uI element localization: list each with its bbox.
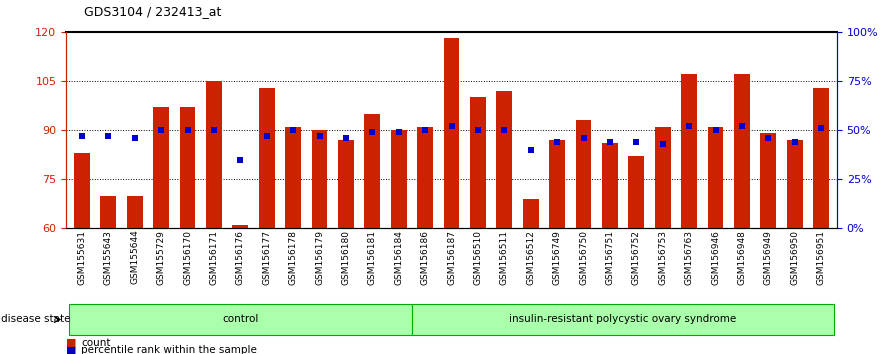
Point	[708, 127, 722, 133]
Bar	[470, 97, 485, 228]
Bar	[100, 196, 116, 228]
Point	[366, 129, 380, 135]
Bar	[74, 153, 90, 228]
Point	[392, 129, 406, 135]
Bar	[734, 74, 750, 228]
Bar	[655, 127, 670, 228]
Point	[181, 127, 195, 133]
Bar	[233, 225, 248, 228]
Bar	[127, 196, 143, 228]
Point	[655, 141, 670, 147]
Point	[788, 139, 802, 145]
Point	[154, 127, 168, 133]
Bar	[707, 127, 723, 228]
Bar	[259, 87, 275, 228]
Point	[207, 127, 221, 133]
Point	[444, 123, 458, 129]
Bar	[813, 87, 829, 228]
Bar	[206, 81, 222, 228]
Text: insulin-resistant polycystic ovary syndrome: insulin-resistant polycystic ovary syndr…	[509, 314, 737, 325]
Point	[101, 133, 115, 139]
Bar	[575, 120, 591, 228]
Point	[313, 133, 327, 139]
Point	[550, 139, 564, 145]
Bar	[312, 130, 328, 228]
Point	[523, 147, 537, 153]
Point	[75, 133, 89, 139]
Point	[128, 135, 142, 141]
Bar	[496, 91, 512, 228]
Text: control: control	[222, 314, 258, 325]
Text: ■: ■	[66, 338, 77, 348]
Bar	[365, 114, 381, 228]
Point	[339, 135, 353, 141]
Point	[286, 127, 300, 133]
Point	[761, 135, 775, 141]
Bar	[681, 74, 697, 228]
Bar	[180, 107, 196, 228]
Point	[629, 139, 643, 145]
Bar	[549, 140, 565, 228]
Bar	[338, 140, 354, 228]
Text: count: count	[81, 338, 110, 348]
Text: percentile rank within the sample: percentile rank within the sample	[81, 346, 257, 354]
Point	[418, 127, 433, 133]
Text: disease state: disease state	[1, 314, 70, 325]
Bar	[391, 130, 407, 228]
Point	[470, 127, 485, 133]
Bar	[285, 127, 301, 228]
Text: ■: ■	[66, 346, 77, 354]
Bar	[153, 107, 169, 228]
Bar	[602, 143, 618, 228]
Point	[603, 139, 617, 145]
Bar	[628, 156, 644, 228]
Point	[576, 135, 590, 141]
Bar	[418, 127, 433, 228]
Point	[682, 123, 696, 129]
Text: GDS3104 / 232413_at: GDS3104 / 232413_at	[84, 5, 221, 18]
Point	[260, 133, 274, 139]
Point	[735, 123, 749, 129]
Bar	[444, 39, 459, 228]
Bar	[760, 133, 776, 228]
Point	[814, 125, 828, 131]
Point	[497, 127, 511, 133]
Bar	[787, 140, 803, 228]
Bar	[522, 199, 538, 228]
Point	[233, 157, 248, 162]
